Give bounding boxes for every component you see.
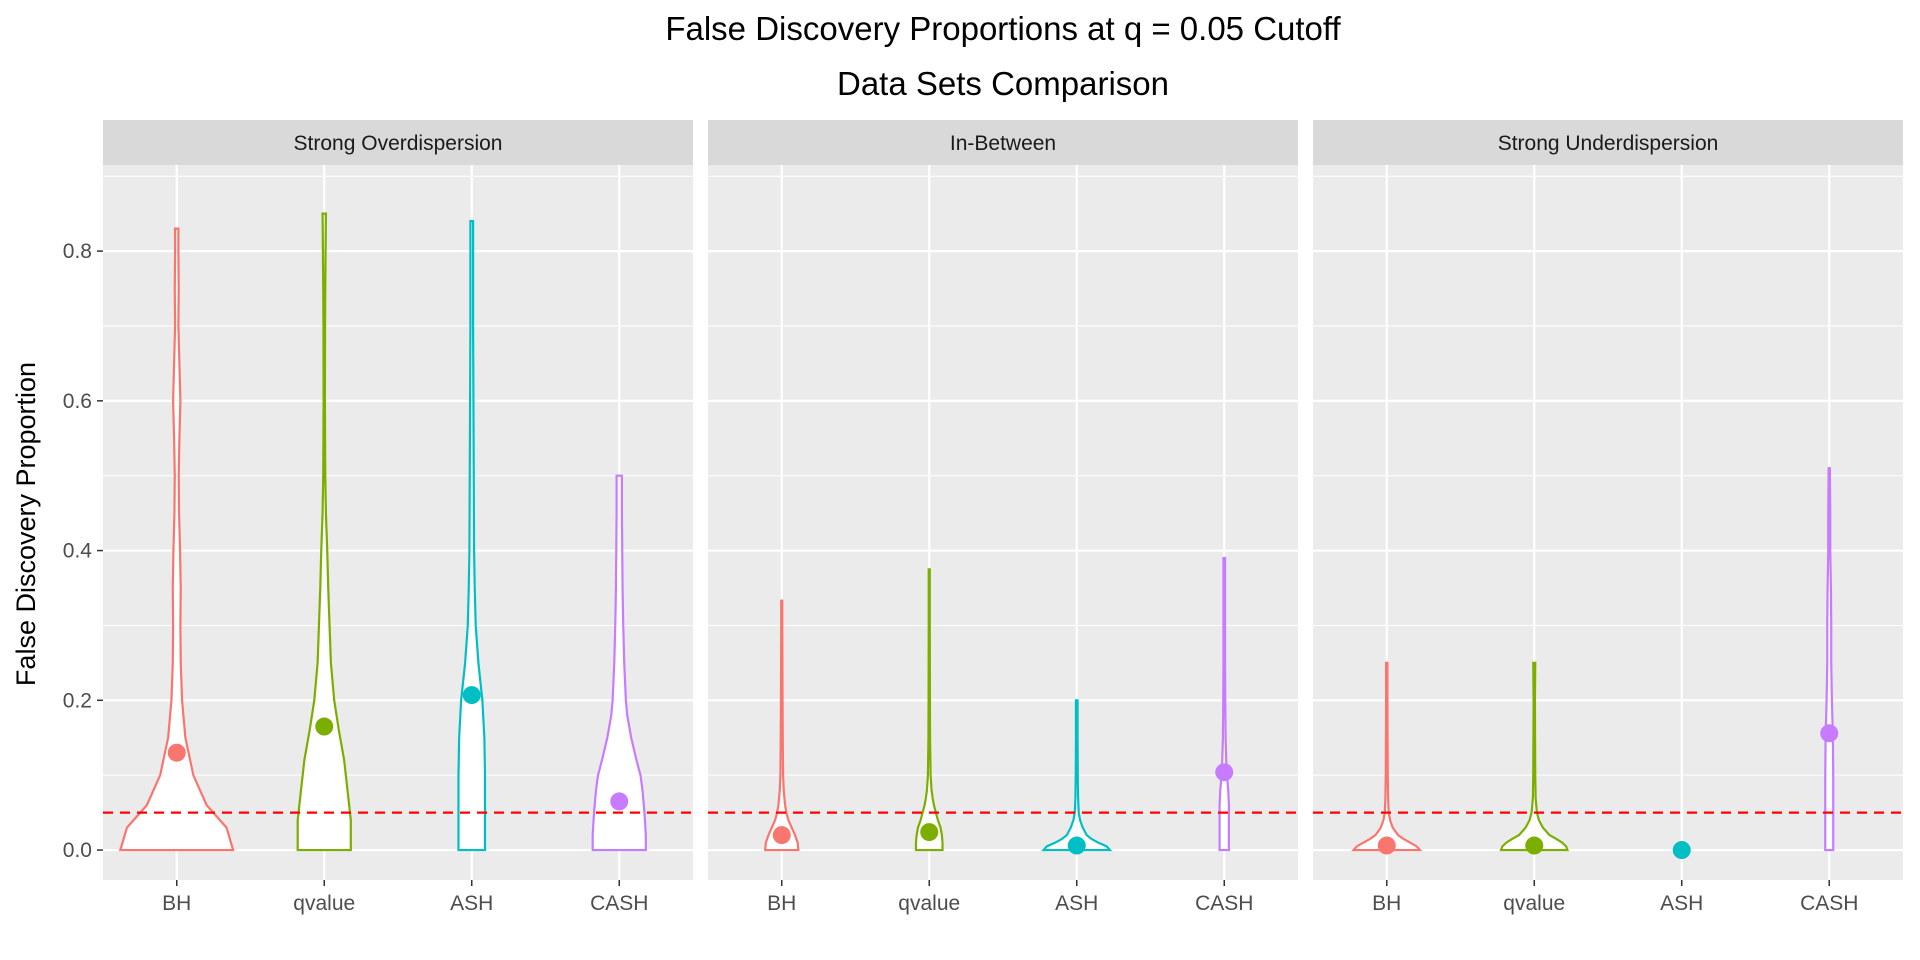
facet-strip-label: In-Between	[950, 132, 1056, 155]
facet-panel: Strong Overdispersion BH qvalue ASH CASH	[103, 120, 693, 915]
x-tick-label: qvalue	[898, 892, 960, 915]
x-tick-label: CASH	[590, 892, 648, 915]
x-tick-label: BH	[162, 892, 191, 915]
facet-strip-label: Strong Underdispersion	[1498, 132, 1719, 155]
x-tick-label: qvalue	[1503, 892, 1565, 915]
y-tick-label: 0.4	[63, 540, 93, 563]
mean-point-ash	[1067, 836, 1086, 855]
facet-panel: Strong Underdispersion BH qvalue ASH CASH	[1313, 120, 1903, 915]
panel-background	[1313, 165, 1903, 880]
chart-subtitle: Data Sets Comparison	[837, 65, 1169, 102]
x-tick-label: BH	[1372, 892, 1401, 915]
mean-point-bh	[772, 826, 791, 845]
facet-strip	[708, 120, 1298, 165]
chart-title: False Discovery Proportions at q = 0.05 …	[665, 10, 1341, 47]
facet-strip	[103, 120, 693, 165]
mean-point-cash	[1215, 763, 1234, 782]
mean-point-qvalue	[1525, 836, 1544, 855]
x-tick-label: BH	[767, 892, 796, 915]
x-tick-label: ASH	[450, 892, 493, 915]
violin-bh	[1351, 661, 1423, 852]
y-tick-label: 0.0	[63, 839, 92, 862]
mean-point-cash	[610, 792, 629, 811]
facet-strip-label: Strong Overdispersion	[294, 132, 503, 155]
y-tick-label: 0.6	[63, 390, 92, 413]
x-tick-label: CASH	[1800, 892, 1858, 915]
facet-panel: In-Between BH qvalue ASH CASH	[708, 120, 1298, 915]
y-axis: 0.0 0.2 0.4 0.6 0.8	[63, 240, 103, 862]
x-tick-label: ASH	[1660, 892, 1703, 915]
violin-qvalue	[1499, 661, 1569, 852]
violin-ash	[1041, 699, 1113, 852]
x-tick-label: qvalue	[293, 892, 355, 915]
mean-point-bh	[1377, 836, 1396, 855]
mean-point-qvalue	[920, 823, 939, 842]
mean-point-bh	[167, 743, 186, 762]
panel-background	[708, 165, 1298, 880]
violin-qvalue	[296, 212, 352, 852]
y-tick-label: 0.2	[63, 689, 92, 712]
y-axis-title: False Discovery Proportion	[11, 362, 41, 686]
mean-point-cash	[1820, 724, 1839, 743]
mean-point-qvalue	[315, 717, 334, 736]
panel-background	[103, 165, 693, 880]
y-tick-label: 0.8	[63, 240, 92, 263]
violin-qvalue	[914, 568, 944, 852]
mean-point-ash	[462, 686, 481, 705]
violin-bh	[763, 599, 800, 852]
mean-point-ash	[1672, 841, 1691, 860]
x-tick-label: ASH	[1055, 892, 1098, 915]
violin-cash	[591, 474, 647, 852]
facet-strip	[1313, 120, 1903, 165]
violin-bh	[118, 227, 235, 852]
x-tick-label: CASH	[1195, 892, 1253, 915]
